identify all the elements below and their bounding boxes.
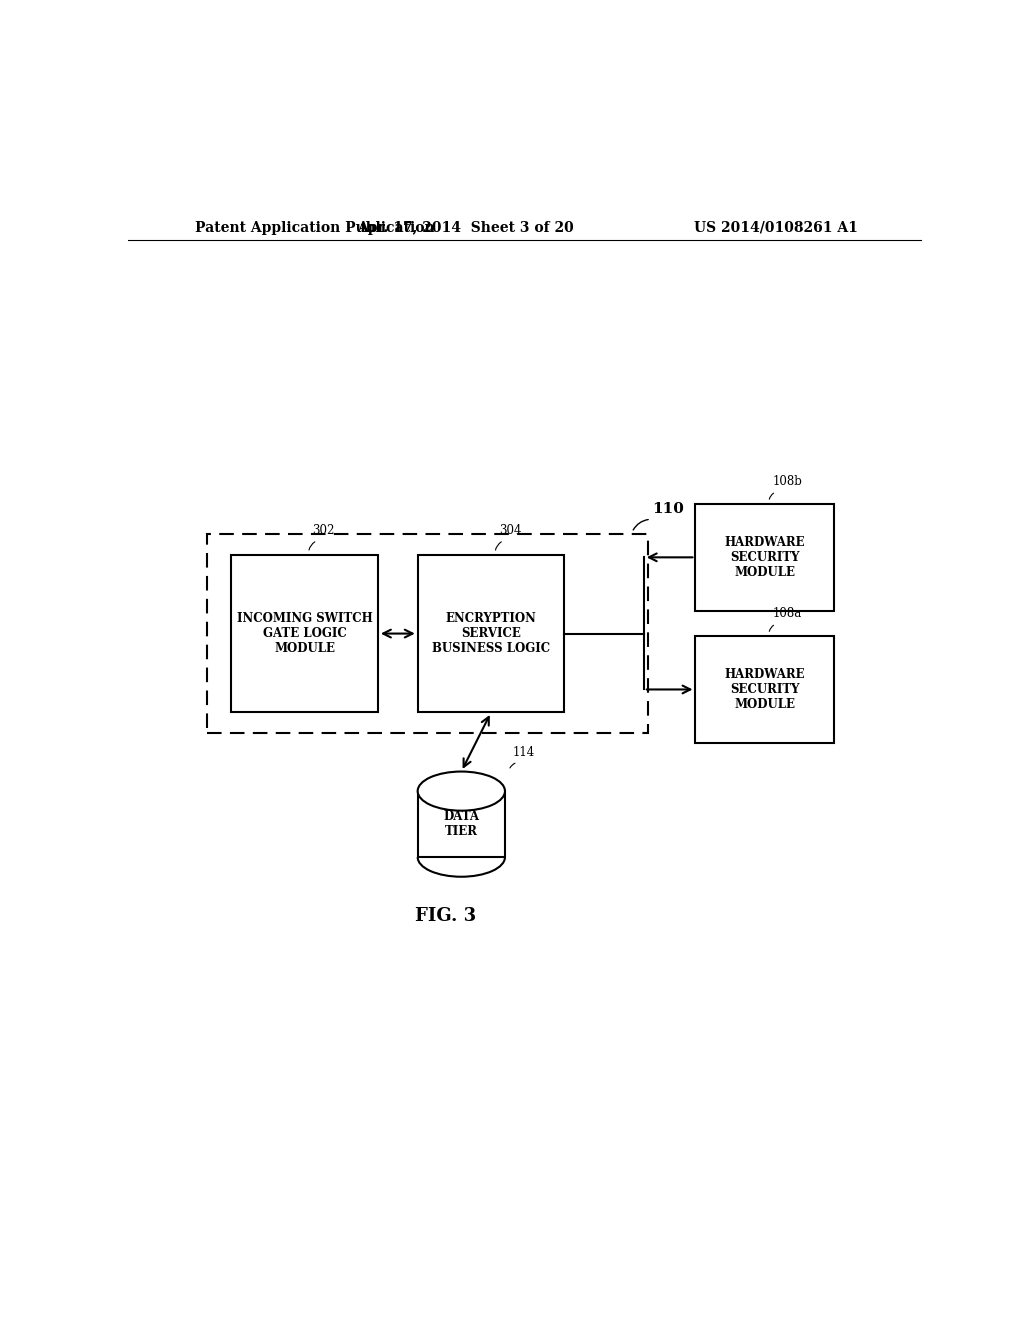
Text: DATA
TIER: DATA TIER — [443, 810, 479, 838]
Text: ENCRYPTION
SERVICE
BUSINESS LOGIC: ENCRYPTION SERVICE BUSINESS LOGIC — [432, 612, 550, 655]
Bar — [207, 535, 648, 733]
Bar — [418, 554, 564, 713]
Text: INCOMING SWITCH
GATE LOGIC
MODULE: INCOMING SWITCH GATE LOGIC MODULE — [237, 612, 373, 655]
Ellipse shape — [418, 772, 505, 810]
Text: 304: 304 — [499, 524, 521, 536]
Text: 108b: 108b — [773, 475, 803, 487]
Text: 114: 114 — [513, 746, 536, 759]
Bar — [695, 636, 835, 743]
Bar — [231, 554, 378, 713]
Text: US 2014/0108261 A1: US 2014/0108261 A1 — [694, 220, 858, 235]
Text: FIG. 3: FIG. 3 — [415, 907, 476, 924]
Bar — [418, 791, 505, 857]
Text: 110: 110 — [652, 502, 684, 516]
Text: HARDWARE
SECURITY
MODULE: HARDWARE SECURITY MODULE — [725, 668, 805, 711]
Text: HARDWARE
SECURITY
MODULE: HARDWARE SECURITY MODULE — [725, 536, 805, 579]
Text: 302: 302 — [312, 524, 335, 536]
Text: 108a: 108a — [773, 607, 802, 620]
Text: Apr. 17, 2014  Sheet 3 of 20: Apr. 17, 2014 Sheet 3 of 20 — [357, 220, 573, 235]
Text: Patent Application Publication: Patent Application Publication — [196, 220, 435, 235]
Bar — [695, 504, 835, 611]
